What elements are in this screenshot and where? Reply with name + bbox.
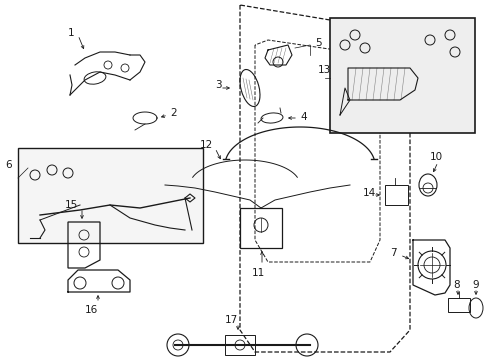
Text: 11: 11 <box>251 268 264 278</box>
Text: 6: 6 <box>5 160 12 170</box>
Text: 13: 13 <box>317 65 330 75</box>
Bar <box>447 298 469 312</box>
Text: 17: 17 <box>224 315 238 325</box>
Bar <box>329 18 474 133</box>
Text: 4: 4 <box>299 112 306 122</box>
Text: 9: 9 <box>471 280 478 290</box>
Text: 8: 8 <box>452 280 459 290</box>
Bar <box>224 335 254 355</box>
Text: 12: 12 <box>200 140 213 150</box>
Text: 1: 1 <box>68 28 75 38</box>
Text: 16: 16 <box>85 305 98 315</box>
Bar <box>18 148 203 243</box>
Text: 2: 2 <box>170 108 176 118</box>
Text: 5: 5 <box>314 38 321 48</box>
Text: 10: 10 <box>429 152 442 162</box>
Text: 3: 3 <box>215 80 221 90</box>
Text: 14: 14 <box>362 188 375 198</box>
Bar <box>240 208 282 248</box>
Text: 7: 7 <box>389 248 396 258</box>
Text: 15: 15 <box>65 200 78 210</box>
